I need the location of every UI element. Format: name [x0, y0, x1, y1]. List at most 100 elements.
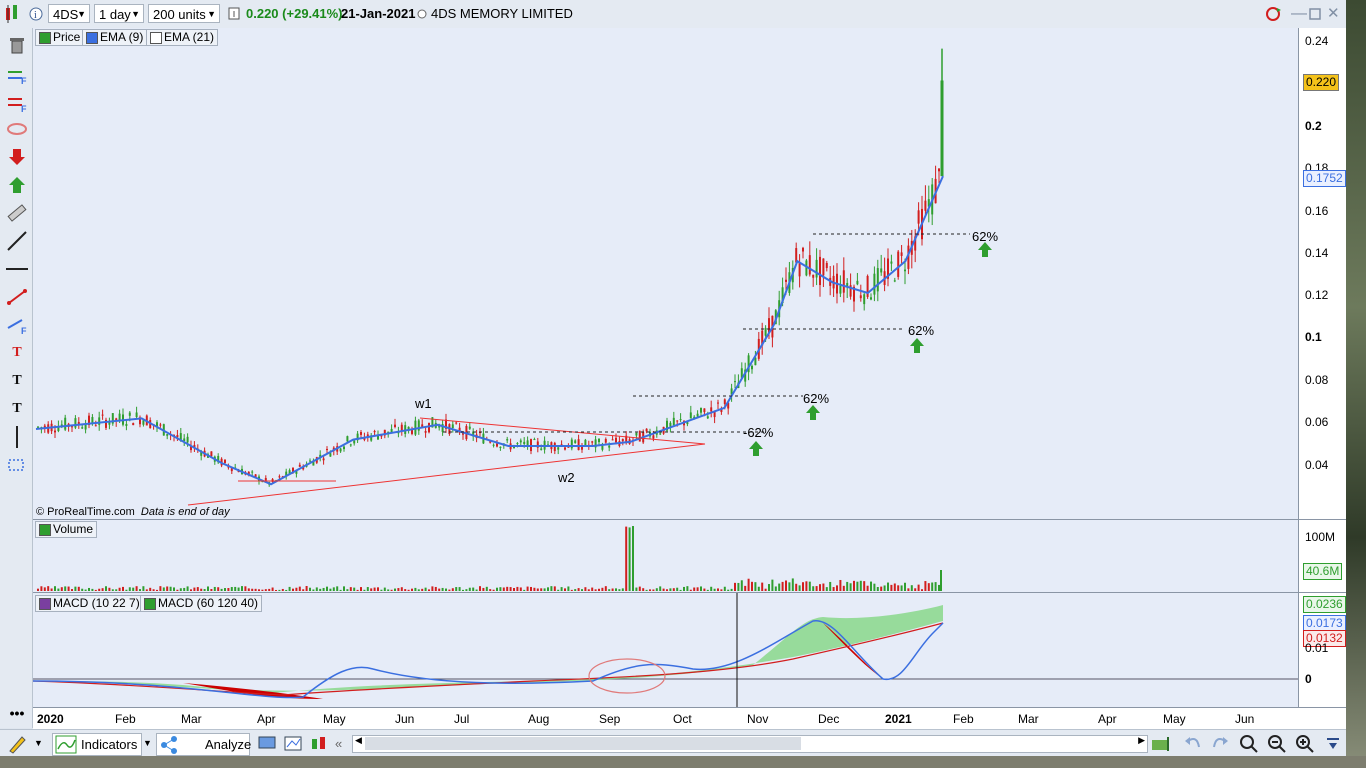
- rectangle-tool-icon[interactable]: [6, 454, 28, 476]
- text-tool-icon[interactable]: T: [12, 373, 22, 388]
- candle-body: [584, 439, 587, 446]
- annotation-w2[interactable]: w2: [558, 470, 575, 485]
- vline-tool-icon[interactable]: [6, 426, 28, 448]
- ellipse-tool-icon[interactable]: [6, 118, 28, 140]
- zoom-fit-icon[interactable]: [1238, 733, 1260, 754]
- up-arrow-tool-icon[interactable]: [6, 174, 28, 196]
- trash-icon[interactable]: [6, 34, 28, 56]
- ruler-tool-icon[interactable]: [6, 202, 28, 224]
- text-red-tool-icon[interactable]: T: [12, 345, 22, 360]
- legend-volume-label: Volume: [53, 522, 94, 536]
- candle-body: [200, 452, 203, 456]
- legend-ema21[interactable]: EMA (21): [146, 29, 219, 46]
- volume-bar: [47, 586, 50, 591]
- macd-panel[interactable]: MACD (10 22 7) MACD (60 120 40): [32, 593, 1298, 707]
- candle-body: [744, 369, 747, 382]
- close-icon[interactable]: ✕: [1327, 5, 1340, 22]
- trendline-tool-icon[interactable]: [6, 230, 28, 252]
- volume-chart[interactable]: [33, 520, 1298, 592]
- volume-bar: [710, 586, 713, 591]
- tools-icon[interactable]: [310, 733, 328, 754]
- price-axis[interactable]: 0.24 0.2 0.18 0.16 0.14 0.12 0.1 0.08 0.…: [1298, 28, 1347, 520]
- comment-icon[interactable]: [258, 733, 276, 754]
- text-bold-tool-icon[interactable]: T: [12, 401, 22, 416]
- legend-macd2[interactable]: MACD (60 120 40): [140, 595, 263, 612]
- symbol-label: 4DS: [53, 7, 79, 22]
- annotation-pct-4[interactable]: 62%: [972, 229, 999, 244]
- more-tools-icon[interactable]: •••: [9, 705, 25, 721]
- candle-body: [94, 425, 97, 427]
- candle-body: [570, 439, 573, 449]
- collapse-icon[interactable]: [1324, 733, 1342, 754]
- volume-panel[interactable]: Volume: [33, 520, 1298, 593]
- volume-bar: [326, 586, 328, 591]
- candle-body: [839, 285, 842, 294]
- channel-tool-icon[interactable]: F: [6, 314, 28, 336]
- candle-body: [795, 248, 798, 263]
- legend-ema9[interactable]: EMA (9): [82, 29, 148, 46]
- scroll-left-icon[interactable]: ◀: [355, 735, 362, 745]
- scroll-right-icon[interactable]: ▶: [1138, 735, 1145, 745]
- candle-body: [91, 417, 94, 424]
- scrollbar-thumb[interactable]: [365, 737, 801, 750]
- macd-chart[interactable]: [32, 593, 1298, 707]
- annotation-w1[interactable]: w1: [415, 396, 432, 411]
- volume-axis[interactable]: 100M 40.6M: [1298, 520, 1347, 593]
- indicators-button[interactable]: Indicators: [52, 733, 142, 756]
- candle-body: [468, 426, 471, 429]
- annotation-pct-1[interactable]: -62%: [743, 425, 774, 440]
- maximize-icon[interactable]: [1309, 4, 1321, 23]
- chevron-down-icon[interactable]: ▼: [143, 738, 152, 748]
- volume-bar: [591, 587, 594, 591]
- info-icon[interactable]: i: [28, 4, 44, 23]
- volume-bar: [254, 588, 257, 591]
- volume-bar: [808, 581, 811, 591]
- scroll-back-icon[interactable]: «: [335, 736, 343, 751]
- price-chart[interactable]: [33, 28, 1298, 519]
- segment-tool-icon[interactable]: [6, 286, 28, 308]
- price-panel[interactable]: Price EMA (9) EMA (21) w1 w2 -62% 62% 62…: [33, 28, 1298, 520]
- legend-volume[interactable]: Volume: [35, 521, 98, 538]
- minimize-icon[interactable]: —: [1291, 5, 1307, 22]
- units-selector[interactable]: 200 units ▼: [148, 4, 220, 23]
- chevron-down-icon[interactable]: ▼: [34, 738, 43, 748]
- candle-body: [264, 478, 267, 481]
- analyze-button[interactable]: Analyze: [156, 733, 251, 756]
- volume-bar: [149, 587, 152, 591]
- volume-bar: [900, 585, 903, 591]
- candle-body: [696, 413, 699, 417]
- candle-body: [462, 432, 464, 435]
- redo-icon[interactable]: [1210, 733, 1230, 754]
- volume-tag: 40.6M: [1303, 563, 1343, 580]
- sync-icon[interactable]: [1264, 4, 1284, 23]
- annotation-pct-3[interactable]: 62%: [908, 323, 935, 338]
- legend-macd1[interactable]: MACD (10 22 7): [35, 595, 144, 612]
- volume-bar: [706, 589, 709, 591]
- chart-type-icon[interactable]: [0, 0, 28, 28]
- zoom-out-icon[interactable]: [1266, 733, 1288, 754]
- legend-price[interactable]: Price: [35, 29, 85, 46]
- undo-icon[interactable]: [1183, 733, 1203, 754]
- volume-bar: [125, 589, 128, 591]
- quote-info-icon[interactable]: [228, 4, 240, 23]
- volume-bar: [101, 588, 104, 591]
- annotation-pct-2[interactable]: 62%: [803, 391, 830, 406]
- macd-axis[interactable]: 0.0236 0.0173 0.0132 0.01 0: [1298, 593, 1347, 707]
- candle-body: [638, 431, 641, 442]
- time-scrollbar[interactable]: ◀ ▶: [352, 735, 1148, 753]
- interval-selector[interactable]: 1 day ▼: [94, 4, 144, 23]
- fibonacci-tool-icon[interactable]: F: [6, 92, 28, 114]
- candle-body: [43, 425, 46, 429]
- svg-text:i: i: [34, 10, 37, 21]
- pencil-icon[interactable]: [6, 733, 28, 754]
- layout-icon[interactable]: [284, 733, 302, 754]
- x-axis-label: Feb: [953, 712, 974, 726]
- time-axis[interactable]: 2020 Feb Mar Apr May Jun Jul Aug Sep Oct…: [33, 707, 1346, 730]
- go-to-last-icon[interactable]: [1150, 733, 1172, 754]
- zoom-in-icon[interactable]: [1294, 733, 1316, 754]
- horizontal-line-tool-icon[interactable]: F: [6, 64, 28, 86]
- down-arrow-tool-icon[interactable]: [6, 146, 28, 168]
- hline-tool-icon[interactable]: [6, 258, 28, 280]
- volume-bar: [839, 579, 842, 591]
- symbol-selector[interactable]: 4DS ▼: [48, 4, 90, 23]
